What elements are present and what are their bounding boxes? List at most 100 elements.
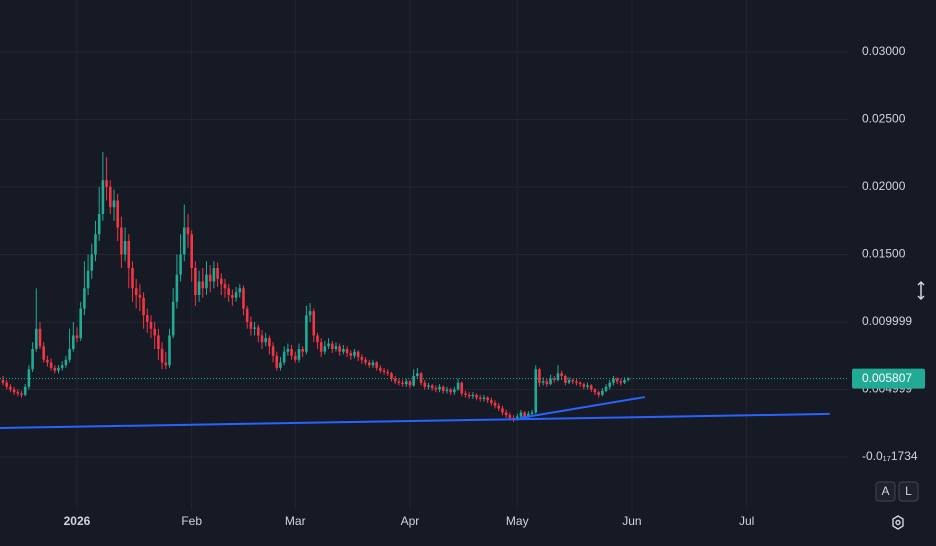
trend-line — [519, 396, 646, 419]
y-tick-label: 0.01500 — [862, 247, 906, 261]
candle-body — [305, 315, 308, 352]
candle-body — [412, 375, 415, 386]
candle-body — [105, 180, 108, 187]
scale-button[interactable] — [898, 481, 919, 502]
last-price-badge — [852, 368, 925, 389]
candle-body — [534, 369, 538, 413]
candle-body — [545, 381, 549, 385]
candle-body — [231, 294, 234, 298]
candle-body — [564, 375, 567, 383]
candle-body — [397, 381, 401, 383]
candle-body — [245, 308, 249, 322]
y-tick-label: -0.0₁₇1734 — [862, 449, 918, 463]
candle-body — [427, 385, 430, 387]
candle-body — [323, 346, 327, 352]
candle-body — [423, 382, 427, 387]
candle-body — [430, 385, 434, 389]
candle-body — [179, 254, 182, 275]
candle-body — [578, 382, 582, 385]
x-tick-label: May — [506, 514, 529, 528]
candle-body — [604, 386, 608, 391]
candle-body — [597, 392, 600, 395]
scale-button-label[interactable]: L — [905, 484, 912, 498]
candle-body — [475, 394, 478, 398]
candle-body — [112, 200, 116, 208]
candle-body — [486, 397, 489, 401]
candle-body — [127, 240, 131, 268]
candle-body — [490, 400, 493, 403]
candle-body — [205, 274, 208, 289]
candle-body — [157, 335, 160, 349]
candle-body — [290, 348, 293, 356]
candle-body — [478, 397, 482, 399]
candle-body — [57, 367, 60, 371]
candle-body — [560, 373, 563, 376]
candle-body — [575, 381, 578, 383]
candle-body — [149, 321, 153, 329]
candle-body — [164, 362, 168, 366]
candle-body — [367, 362, 371, 366]
candle-body — [582, 384, 586, 387]
candle-body — [453, 389, 456, 393]
candle-body — [316, 335, 319, 343]
candle-body — [190, 234, 193, 268]
candle-body — [471, 394, 475, 397]
candle-body — [120, 227, 123, 255]
candle-body — [268, 338, 271, 347]
candle-body — [497, 405, 501, 409]
candle-body — [249, 321, 253, 329]
candle-body — [589, 385, 593, 390]
scale-button[interactable] — [875, 481, 896, 502]
candle-body — [223, 284, 227, 289]
candle-body — [20, 393, 23, 395]
candle-body — [131, 267, 134, 289]
candle-body — [42, 346, 45, 360]
y-tick-label: 0.02500 — [862, 112, 906, 126]
candle-body — [401, 382, 404, 385]
candle-body — [619, 381, 623, 383]
candle-body — [75, 335, 79, 339]
candle-body — [175, 274, 179, 302]
y-tick-label: 0.03000 — [862, 44, 906, 58]
candle-body — [390, 373, 393, 379]
candle-body — [271, 346, 275, 356]
candle-body — [38, 328, 42, 347]
candle-body — [160, 348, 164, 363]
candle-body — [508, 415, 512, 418]
candle-body — [330, 343, 334, 349]
candle-body — [208, 274, 212, 282]
candle-body — [379, 367, 382, 371]
scale-button-label[interactable]: A — [881, 484, 889, 498]
candle-body — [168, 335, 171, 366]
candle-body — [197, 281, 201, 295]
candle-body — [34, 328, 38, 349]
y-tick-label: 0.02000 — [862, 179, 906, 193]
candle-body — [527, 413, 530, 417]
candle-body — [234, 292, 238, 298]
candle-body — [90, 254, 94, 271]
candle-body — [71, 335, 75, 349]
candle-body — [515, 416, 519, 420]
candle-body — [16, 392, 20, 394]
candle-body — [142, 297, 145, 316]
candle-body — [338, 346, 341, 352]
candle-body — [116, 200, 119, 228]
candle-body — [23, 386, 27, 395]
settings-icon[interactable] — [892, 515, 904, 530]
candle-body — [297, 348, 301, 360]
candle-body — [108, 186, 112, 208]
candle-body — [60, 365, 64, 368]
resize-icon[interactable] — [917, 280, 925, 301]
candle-body — [356, 351, 360, 358]
candle-body — [626, 378, 630, 381]
candle-body — [419, 373, 423, 383]
candle-body — [353, 351, 356, 356]
candle-body — [445, 389, 449, 391]
candle-body — [253, 327, 256, 329]
candle-body — [1, 380, 5, 383]
candle-body — [541, 381, 545, 383]
candle-body — [623, 380, 626, 383]
candle-body — [275, 355, 279, 368]
candle-body — [260, 335, 264, 343]
